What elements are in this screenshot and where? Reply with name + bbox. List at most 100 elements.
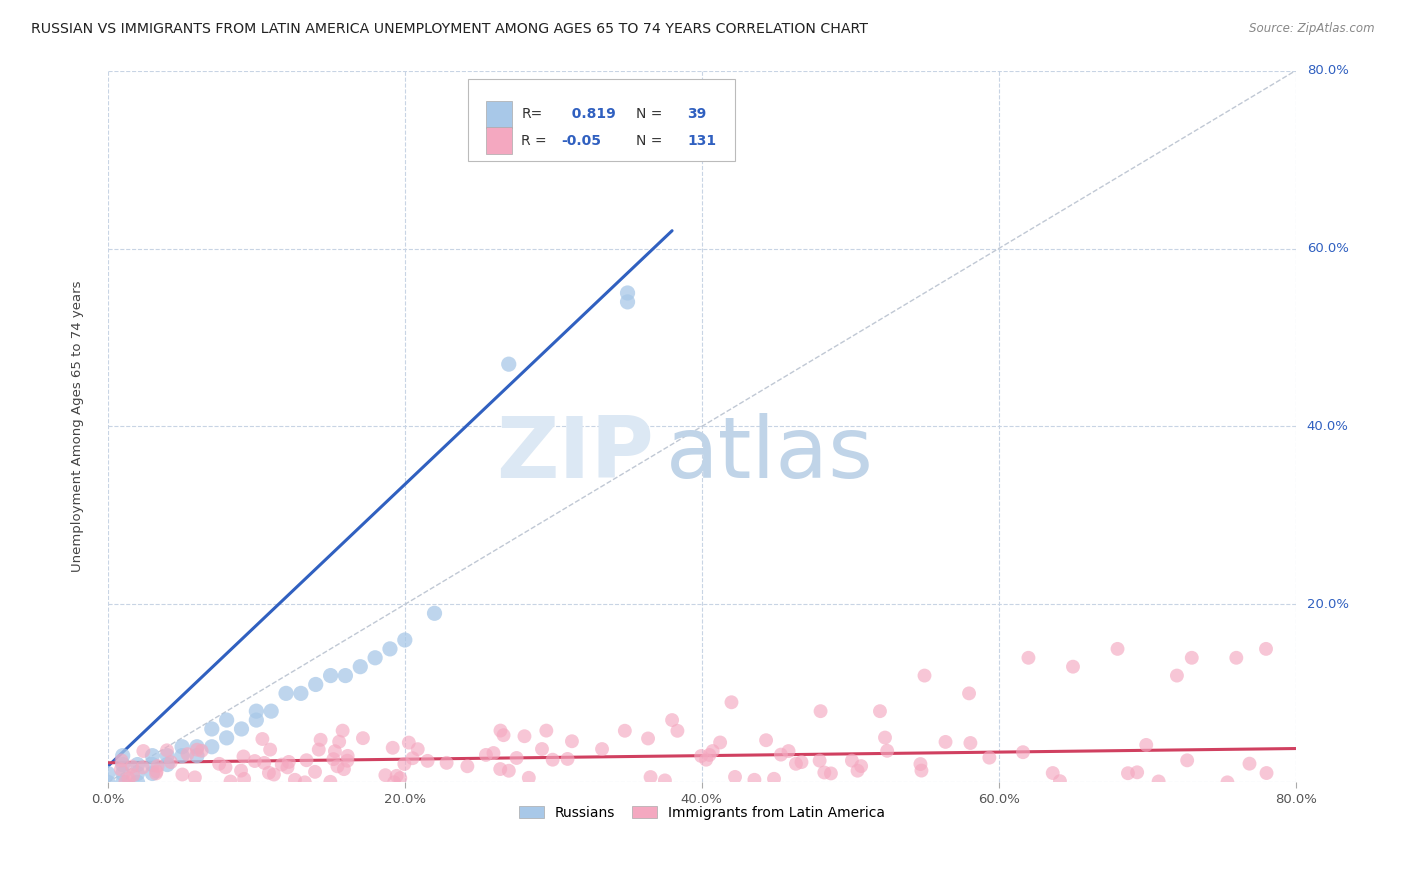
Point [666,723,689,738]
Point [146,759,169,773]
Point [654,773,676,788]
Point [498,764,520,778]
Point [243,754,266,768]
Point [208,756,231,771]
Point [118,772,141,786]
Point [1216,775,1239,789]
Point [869,704,891,718]
Point [389,771,412,785]
Point [699,747,721,762]
Point [245,704,267,718]
Point [332,723,354,738]
Point [813,765,835,780]
Point [640,770,662,784]
Point [720,695,742,709]
Point [263,767,285,781]
Point [323,744,346,758]
Text: N =: N = [637,107,662,121]
Point [979,750,1001,764]
Point [873,731,896,745]
Point [305,677,328,691]
Point [1181,650,1204,665]
Point [186,748,208,763]
Point [1175,753,1198,767]
Point [336,748,359,763]
Point [702,744,724,758]
Point [253,756,276,770]
Point [186,739,208,754]
Point [808,754,831,768]
Point [257,765,280,780]
Point [190,744,212,758]
Point [215,713,238,727]
Text: R =: R = [522,134,547,148]
Point [1116,766,1139,780]
Point [841,754,863,768]
Point [517,771,540,785]
Point [364,650,387,665]
Point [910,757,932,772]
Point [319,774,342,789]
Point [810,704,832,718]
Point [541,753,564,767]
Point [111,757,134,772]
Point [381,740,404,755]
Text: 131: 131 [688,134,717,148]
Point [489,723,512,738]
Point [456,759,478,773]
Point [1049,774,1071,789]
FancyBboxPatch shape [468,79,735,161]
Point [561,734,583,748]
Point [219,774,242,789]
Point [156,748,179,763]
Point [475,747,498,762]
FancyBboxPatch shape [485,128,512,154]
Point [1135,738,1157,752]
Point [97,766,120,780]
Point [127,757,149,772]
Legend: Russians, Immigrants from Latin America: Russians, Immigrants from Latin America [513,800,890,825]
Point [820,766,842,780]
Point [876,744,898,758]
Point [385,769,408,783]
Point [1042,766,1064,780]
Point [591,742,613,756]
Point [394,632,416,647]
Point [111,775,134,789]
Point [245,713,267,727]
Point [110,763,132,777]
Point [374,768,396,782]
Point [336,754,359,768]
Point [308,742,330,756]
Point [382,775,405,789]
Point [1062,659,1084,673]
Point [1256,766,1278,780]
Point [436,756,458,770]
Point [352,731,374,746]
Point [172,748,194,763]
Point [690,749,713,764]
Text: 40.0%: 40.0% [1306,420,1348,433]
Point [127,775,149,789]
Point [127,766,149,780]
Point [613,723,636,738]
Point [349,659,371,673]
Point [156,757,179,772]
Point [172,767,194,781]
FancyBboxPatch shape [485,101,512,128]
Point [1126,765,1149,780]
Point [934,735,956,749]
Point [394,756,416,771]
Point [423,607,446,621]
Point [141,766,163,780]
Point [141,757,163,772]
Point [536,723,558,738]
Point [505,751,527,765]
Point [785,756,807,771]
Point [489,762,512,776]
Point [231,722,253,736]
Point [214,760,236,774]
Point [274,686,297,700]
Text: 60.0%: 60.0% [1306,242,1348,255]
Point [616,285,638,300]
